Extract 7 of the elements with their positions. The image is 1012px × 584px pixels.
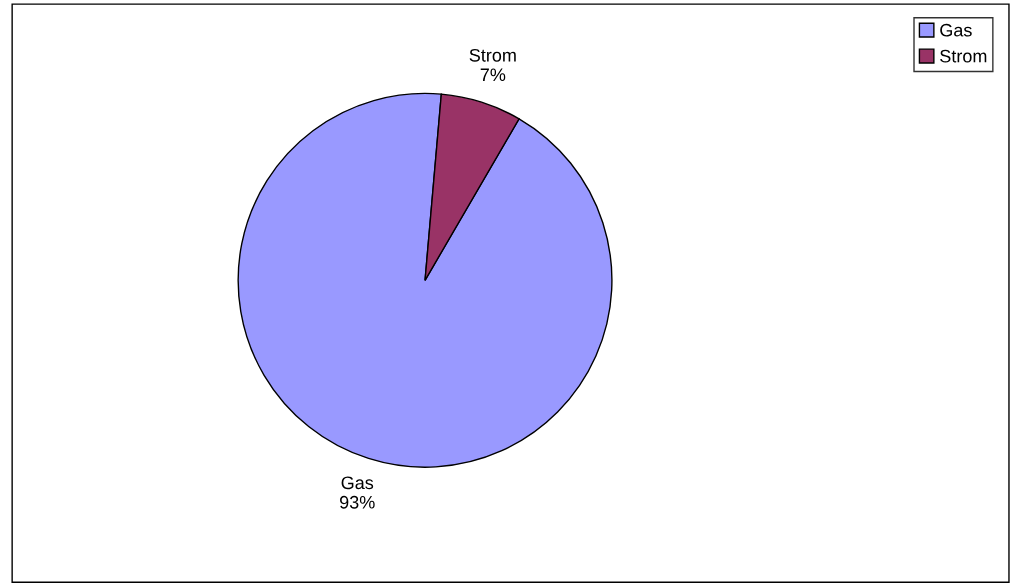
slice-label: Strom [469,48,516,62]
data-label: 93% [340,495,375,509]
slice-label: Gas [341,476,374,490]
data-label: 7% [480,68,506,82]
legend-label: Gas [940,23,972,37]
pie-slice [237,92,613,468]
legend-label: Strom [940,49,987,63]
